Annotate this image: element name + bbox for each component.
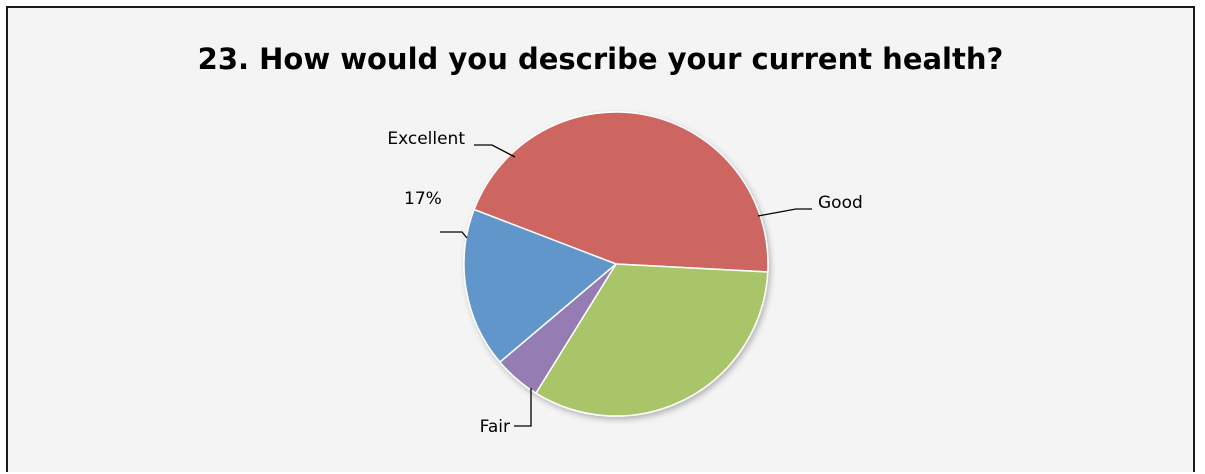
chart-title: 23. How would you describe your current … — [197, 42, 1004, 76]
leader-line-excellent — [474, 144, 516, 158]
pie-slice-excellent — [463, 208, 618, 364]
slice-label-excellent: Excellent — [387, 129, 465, 149]
slice-label-good: Good — [818, 193, 863, 213]
pie-slice-fair — [534, 263, 769, 417]
leader-line-fair — [514, 388, 532, 427]
pie-slice-good — [473, 111, 769, 273]
percent-annotation: 17% — [404, 189, 442, 209]
leader-line-good — [757, 208, 812, 217]
leader-line-unlabeled — [440, 231, 468, 239]
slice-label-fair: Fair — [480, 417, 510, 437]
